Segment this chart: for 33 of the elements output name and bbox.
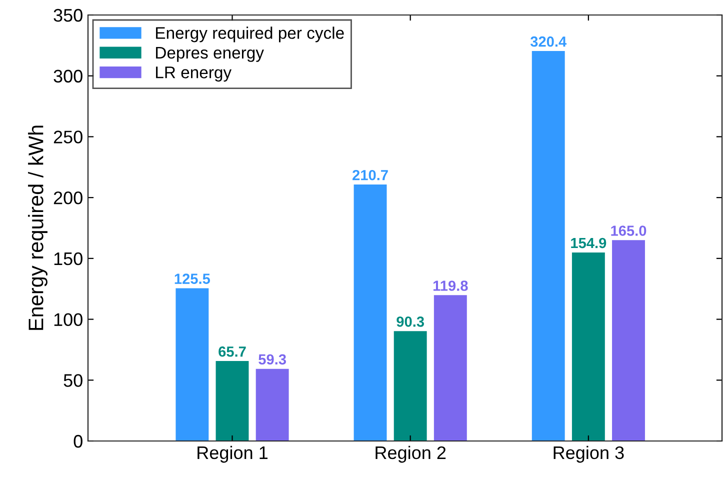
legend-label: Energy required per cycle: [156, 26, 344, 42]
data-label: 154.9: [571, 238, 606, 248]
x-tick-label: Region 2: [376, 446, 446, 463]
y-tick-label: 50: [64, 374, 82, 387]
bar: [394, 331, 427, 441]
y-axis-title: Energy required / kWh: [28, 126, 48, 330]
bar: [434, 295, 467, 441]
data-label: 59.3: [258, 354, 286, 365]
y-tick-label: 350: [54, 8, 82, 22]
y-tick-label: 250: [54, 130, 82, 144]
y-tick-label: 200: [54, 192, 82, 204]
bar: [256, 368, 289, 441]
legend-label: Depres energy: [156, 46, 264, 62]
bar: [572, 252, 605, 441]
data-label: 125.5: [174, 274, 210, 284]
data-label: 165.0: [611, 226, 646, 236]
legend-label: LR energy: [156, 66, 232, 82]
data-label: 119.8: [433, 280, 468, 291]
bar: [176, 288, 209, 441]
data-label: 320.4: [530, 36, 567, 47]
bar: [354, 184, 387, 441]
y-tick-label: 0: [74, 434, 82, 448]
data-label: 90.3: [396, 316, 424, 327]
x-tick-label: Region 3: [554, 446, 624, 463]
bar: [532, 51, 565, 441]
y-tick-label: 300: [54, 70, 82, 83]
y-tick-label: 100: [54, 313, 82, 326]
data-label: 65.7: [218, 346, 246, 357]
y-tick-label: 150: [54, 252, 82, 266]
data-label: 210.7: [352, 170, 388, 180]
bar: [216, 361, 249, 441]
bar: [612, 240, 645, 441]
x-tick-label: Region 1: [198, 446, 268, 463]
